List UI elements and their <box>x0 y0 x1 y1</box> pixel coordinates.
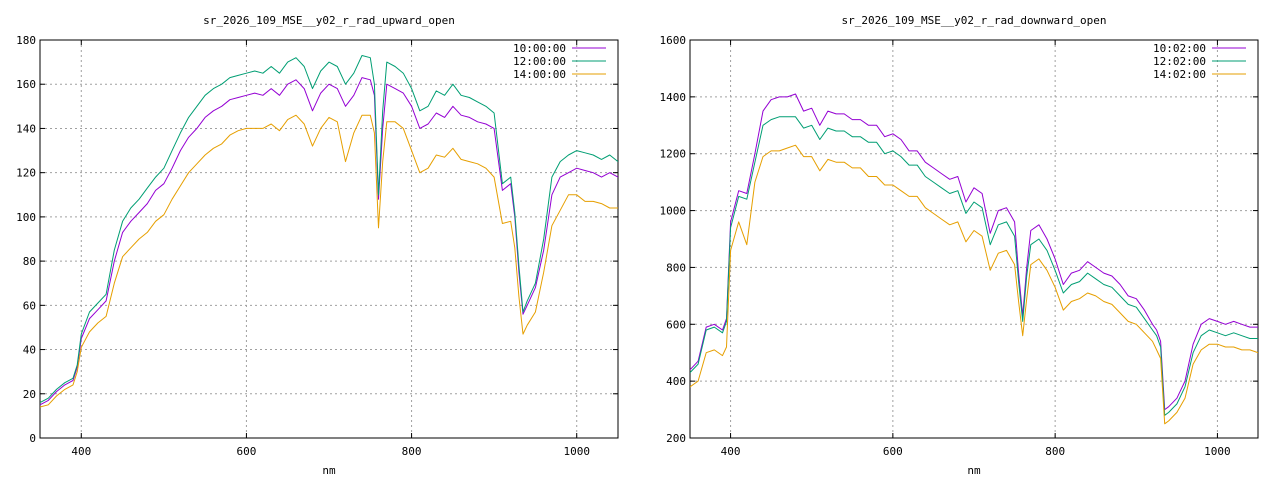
chart-panel-2: sr_2026_109_MSE__y02_r_rad_downward_open… <box>660 14 1259 477</box>
legend-label: 12:00:00 <box>513 55 566 68</box>
x-tick-label: 400 <box>721 445 741 458</box>
series-line-2 <box>40 55 618 404</box>
plot-frame <box>689 39 1259 439</box>
x-tick-label: 800 <box>1045 445 1065 458</box>
chart-title: sr_2026_109_MSE__y02_r_rad_downward_open <box>842 14 1107 27</box>
series-line-3 <box>40 114 618 408</box>
series-line-3 <box>690 144 1258 425</box>
legend-label: 10:02:00 <box>1153 42 1206 55</box>
legend-label: 10:00:00 <box>513 42 566 55</box>
x-tick-label: 400 <box>71 445 91 458</box>
y-tick-label: 0 <box>29 432 36 445</box>
series-line-2 <box>690 116 1258 416</box>
y-tick-label: 800 <box>666 261 686 274</box>
x-tick-label: 1000 <box>563 445 590 458</box>
series-line-1 <box>40 77 618 406</box>
x-axis-label: nm <box>967 464 981 477</box>
legend-label: 14:02:00 <box>1153 68 1206 81</box>
series-line-1 <box>690 93 1258 411</box>
chart-title: sr_2026_109_MSE__y02_r_rad_upward_open <box>203 14 455 27</box>
y-tick-label: 1000 <box>660 205 687 218</box>
y-tick-label: 20 <box>23 388 36 401</box>
legend-label: 14:00:00 <box>513 68 566 81</box>
y-tick-label: 1200 <box>660 148 687 161</box>
y-tick-label: 200 <box>666 432 686 445</box>
y-tick-label: 180 <box>16 34 36 47</box>
x-tick-label: 600 <box>883 445 903 458</box>
y-tick-label: 1400 <box>660 91 687 104</box>
x-axis-label: nm <box>322 464 336 477</box>
x-tick-label: 600 <box>236 445 256 458</box>
y-tick-label: 80 <box>23 255 36 268</box>
legend-label: 12:02:00 <box>1153 55 1206 68</box>
x-tick-label: 1000 <box>1204 445 1231 458</box>
plot-frame <box>39 39 619 439</box>
y-tick-label: 120 <box>16 167 36 180</box>
y-tick-label: 60 <box>23 299 36 312</box>
y-tick-label: 140 <box>16 122 36 135</box>
y-tick-label: 40 <box>23 344 36 357</box>
y-tick-label: 1600 <box>660 34 687 47</box>
y-tick-label: 400 <box>666 375 686 388</box>
x-tick-label: 800 <box>402 445 422 458</box>
y-tick-label: 160 <box>16 78 36 91</box>
chart-panel-1: sr_2026_109_MSE__y02_r_rad_upward_open 0 2… <box>16 14 619 477</box>
y-tick-label: 600 <box>666 318 686 331</box>
y-tick-label: 100 <box>16 211 36 224</box>
